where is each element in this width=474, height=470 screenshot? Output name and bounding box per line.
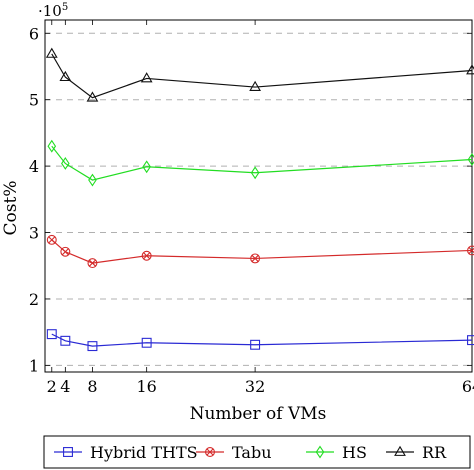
y-multiplier-base: ·10	[38, 2, 62, 20]
series-line-hybrid-thts	[51, 333, 473, 347]
data-point-tabu	[467, 245, 474, 256]
data-point-hybrid-thts	[141, 337, 152, 348]
data-point-tabu	[141, 250, 152, 261]
data-point-hs	[61, 157, 70, 170]
series-layer	[45, 47, 474, 352]
data-point-rr	[466, 64, 474, 75]
x-tick-label: 2	[47, 377, 57, 396]
data-point-tabu-cross	[468, 246, 474, 254]
legend-item-hs: HS	[306, 443, 367, 462]
data-point-hs	[467, 153, 474, 166]
data-point-tabu	[87, 258, 98, 269]
y-axis-label: Cost%	[1, 181, 21, 236]
y-tick-label: 3	[29, 224, 39, 243]
data-point-tabu-cross	[251, 254, 259, 262]
grid-lines	[45, 32, 472, 366]
data-point-tabu	[60, 246, 71, 257]
data-point-tabu-ring	[46, 234, 57, 245]
data-point-tabu-ring	[467, 245, 474, 256]
x-tick-label: 64	[462, 377, 474, 396]
legend-swatch-marker-cross	[206, 448, 214, 456]
x-tick-label: 8	[87, 377, 97, 396]
legend-swatch-marker	[315, 445, 325, 459]
legend-item-rr: RR	[386, 443, 447, 462]
series-hybrid-thts	[46, 329, 474, 352]
legend-item-tabu: Tabu	[196, 443, 272, 462]
data-point-tabu-cross	[88, 259, 96, 267]
data-point-hs	[250, 166, 260, 180]
data-point-hs	[47, 139, 57, 153]
data-point-hs	[142, 160, 151, 174]
data-point-tabu-ring	[60, 246, 71, 257]
data-point-rr	[249, 80, 262, 92]
x-tick-label: 16	[136, 377, 156, 396]
series-line-hs	[51, 145, 473, 181]
legend-item-hybrid-thts: Hybrid THTS	[54, 443, 198, 462]
data-point-hybrid-thts	[250, 339, 261, 350]
data-point-rr	[86, 91, 99, 102]
y-tick-label: 1	[29, 356, 39, 375]
plot-frame	[44, 19, 473, 373]
data-point-tabu-cross	[48, 236, 56, 244]
tick-labels: 123456248163264	[29, 24, 474, 396]
data-point-rr	[45, 47, 58, 58]
data-point-tabu-ring	[141, 250, 152, 261]
data-point-tabu-cross	[143, 252, 151, 260]
data-point-tabu-ring	[87, 258, 98, 269]
y-multiplier-exponent: 5	[62, 2, 68, 13]
x-axis-label: Number of VMs	[190, 404, 327, 424]
legend-swatch-marker	[205, 447, 215, 457]
y-tick-label: 2	[29, 290, 39, 309]
data-point-rr	[59, 70, 72, 82]
data-point-tabu-cross	[61, 248, 69, 256]
data-point-tabu-ring	[250, 253, 261, 264]
series-hs	[47, 139, 474, 187]
y-tick-label: 6	[29, 24, 39, 43]
data-point-tabu	[250, 253, 261, 264]
legend-swatch-marker	[394, 445, 406, 456]
data-point-rr	[140, 72, 153, 83]
legend-label: HS	[342, 443, 367, 462]
data-point-hybrid-thts	[87, 341, 98, 352]
data-point-tabu	[46, 234, 57, 245]
series-tabu	[46, 234, 474, 269]
data-point-hybrid-thts	[467, 335, 474, 346]
x-tick-label: 4	[60, 377, 70, 396]
legend: Hybrid THTS Tabu HS RR	[43, 435, 471, 469]
legend-label: Hybrid THTS	[90, 443, 198, 462]
x-tick-label: 32	[245, 377, 265, 396]
y-multiplier-label: ·105	[38, 2, 68, 20]
series-line-tabu	[51, 239, 473, 264]
axes	[44, 19, 473, 373]
data-point-hybrid-thts	[60, 335, 71, 346]
y-tick-label: 4	[29, 157, 39, 176]
legend-label: RR	[422, 443, 447, 462]
legend-swatch-marker	[63, 447, 73, 457]
y-tick-label: 5	[29, 91, 39, 110]
legend-swatch-marker-ring	[205, 447, 215, 457]
legend-label: Tabu	[232, 443, 272, 462]
series-line-rr	[51, 53, 473, 99]
data-point-hs	[88, 173, 97, 187]
series-rr	[45, 47, 474, 102]
data-point-hybrid-thts	[46, 329, 57, 340]
